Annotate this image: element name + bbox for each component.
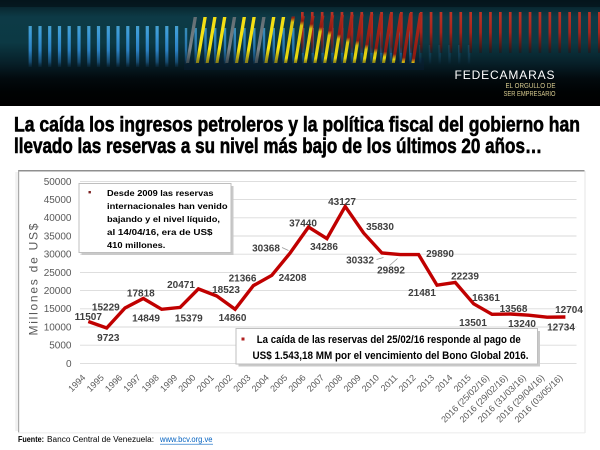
svg-text:5000: 5000 [49,341,72,352]
svg-text:30000: 30000 [44,250,72,261]
svg-text:24208: 24208 [279,273,307,284]
svg-text:llevado las reservas a su nive: llevado las reservas a su nivel más bajo… [14,135,542,158]
svg-text:15379: 15379 [175,314,203,325]
svg-text:11507: 11507 [75,312,103,323]
svg-text:50000: 50000 [44,177,72,188]
svg-text:US$ 1.543,18 MM por el vencimi: US$ 1.543,18 MM por el vencimiento del B… [253,350,529,362]
svg-text:13240: 13240 [508,319,536,330]
svg-text:internacionales han venido: internacionales han venido [107,202,228,211]
svg-text:EL ORGULLO DE: EL ORGULLO DE [506,81,556,90]
svg-text:29892: 29892 [377,266,405,277]
svg-text:13501: 13501 [459,318,487,329]
svg-text:SER EMPRESARIO: SER EMPRESARIO [504,89,556,98]
svg-text:25000: 25000 [44,268,72,279]
svg-text:22239: 22239 [451,272,479,283]
svg-text:20000: 20000 [44,286,72,297]
svg-text:13568: 13568 [500,304,528,315]
svg-text:9723: 9723 [97,333,120,344]
svg-text:30332: 30332 [346,255,374,266]
svg-text:30368: 30368 [252,244,280,255]
svg-text:21366: 21366 [229,274,257,285]
svg-text:12704: 12704 [555,305,583,316]
svg-text:15000: 15000 [44,304,72,315]
svg-text:40000: 40000 [44,213,72,224]
svg-text:43127: 43127 [328,197,356,208]
svg-text:Millones de US$: Millones de US$ [27,223,41,335]
svg-text:Fuente:: Fuente: [18,435,44,444]
svg-text:12734: 12734 [547,323,575,334]
svg-text:410 millones.: 410 millones. [107,241,165,250]
svg-text:10000: 10000 [44,322,72,333]
svg-text:15229: 15229 [92,303,120,314]
svg-text:Desde 2009 las reservas: Desde 2009 las reservas [107,189,214,198]
svg-text:0: 0 [66,359,72,370]
svg-text:al 14/04/16, era de US$: al 14/04/16, era de US$ [107,228,213,237]
svg-text:29890: 29890 [426,249,454,260]
svg-text:FEDECAMARAS: FEDECAMARAS [455,68,555,82]
svg-text:Banco Central de Venezuela:: Banco Central de Venezuela: [47,435,154,444]
svg-text:16361: 16361 [472,293,500,304]
svg-text:35000: 35000 [44,231,72,242]
svg-text:21481: 21481 [408,288,436,299]
svg-text:14860: 14860 [219,313,247,324]
svg-text:34286: 34286 [310,242,338,253]
svg-text:www.bcv.org.ve: www.bcv.org.ve [159,435,213,444]
svg-text:bajando y el nivel líquido,: bajando y el nivel líquido, [107,215,220,224]
svg-text:La caída de las reservas del: La caída de las reservas del 25/02/16 re… [257,334,521,346]
svg-text:17818: 17818 [127,288,155,299]
svg-text:37440: 37440 [289,219,317,230]
svg-text:20471: 20471 [167,280,195,291]
svg-text:La caída los ingresos petroler: La caída los ingresos petroleros y la po… [14,114,580,137]
svg-text:35830: 35830 [366,222,394,233]
svg-text:14849: 14849 [132,314,160,325]
svg-text:18523: 18523 [212,285,240,296]
svg-text:45000: 45000 [44,195,72,206]
